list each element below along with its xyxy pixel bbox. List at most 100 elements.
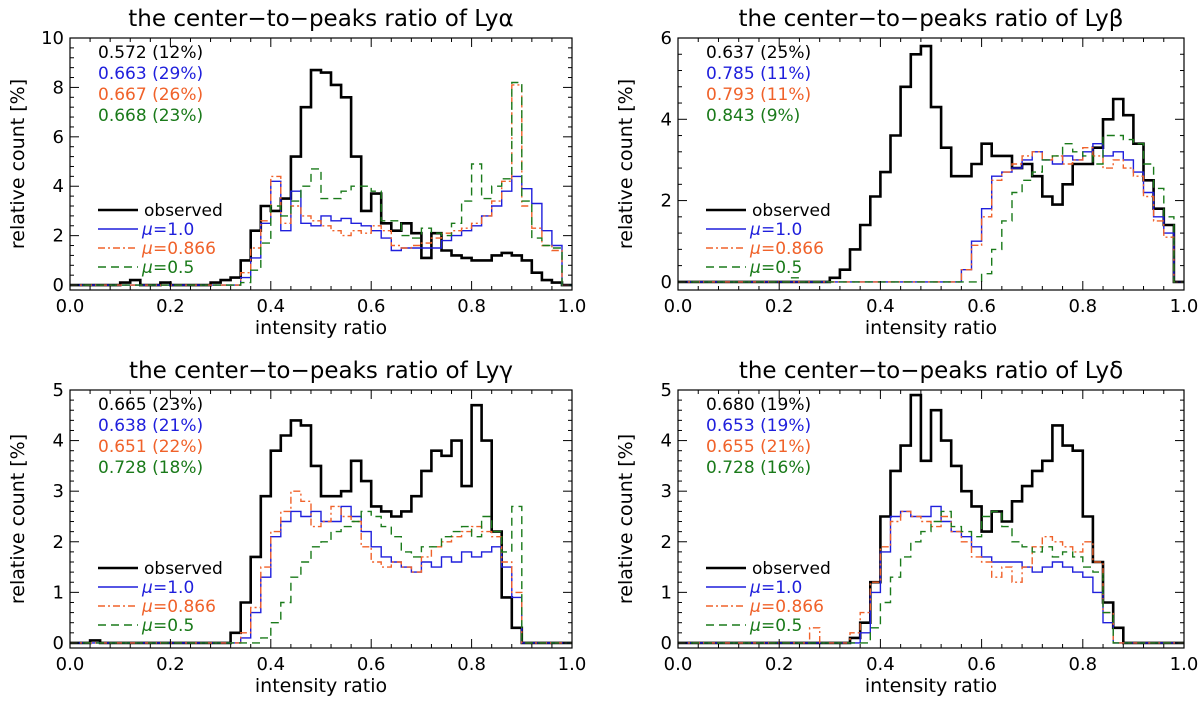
stat-annotation: 0.793 (11%) xyxy=(706,85,811,105)
y-tick-label: 0 xyxy=(53,275,64,296)
legend-mu-symbol: μ xyxy=(141,578,153,598)
x-tick-label: 0.8 xyxy=(457,654,486,675)
y-tick-label: 2 xyxy=(53,532,64,553)
y-tick-label: 2 xyxy=(661,532,672,553)
x-tick-label: 0.2 xyxy=(156,296,185,317)
x-tick-label: 0.0 xyxy=(56,654,85,675)
legend-label: =1.0 xyxy=(761,220,802,240)
legend-label: observed xyxy=(752,559,831,579)
chart-panel-1: the center−to−peaks ratio of Lyα 0.0 0.2 0.… xyxy=(7,6,586,339)
legend-label: =0.866 xyxy=(761,597,824,617)
x-tick-label: 1.0 xyxy=(1170,654,1199,675)
x-tick-label: 0.2 xyxy=(156,654,185,675)
legend-label: observed xyxy=(752,201,831,221)
y-tick-label: 3 xyxy=(53,481,64,502)
x-tick-label: 0.6 xyxy=(967,296,996,317)
stat-annotation: 0.667 (26%) xyxy=(98,85,203,105)
histogram-series-mu-0-5 xyxy=(70,81,572,286)
y-tick-label: 10 xyxy=(41,28,64,49)
chart-panel-2: the center−to−peaks ratio of Lyβ 0.0 0.2 0.… xyxy=(615,6,1198,339)
x-tick-label: 1.0 xyxy=(1170,296,1199,317)
legend-mu-symbol: μ xyxy=(141,239,153,259)
legend-mu-symbol: μ xyxy=(749,239,761,259)
y-tick-label: 3 xyxy=(661,481,672,502)
y-axis-label: relative count [%] xyxy=(7,79,29,249)
x-tick-label: 0.2 xyxy=(765,654,794,675)
x-tick-label: 0.0 xyxy=(56,296,85,317)
y-axis-label: relative count [%] xyxy=(615,434,637,604)
y-tick-label: 6 xyxy=(53,127,64,148)
y-tick-label: 1 xyxy=(661,582,672,603)
histogram-series-mu-0-5 xyxy=(678,134,1184,283)
chart-title: the center−to−peaks ratio of Lyγ xyxy=(129,358,513,384)
x-tick-label: 0.4 xyxy=(866,654,895,675)
x-tick-label: 0.0 xyxy=(664,654,693,675)
legend-label: =0.5 xyxy=(761,616,802,636)
x-tick-label: 0.4 xyxy=(256,654,285,675)
y-tick-label: 6 xyxy=(661,28,672,49)
legend-label: =0.5 xyxy=(153,616,194,636)
stat-annotation: 0.572 (12%) xyxy=(98,43,203,63)
legend-label: =0.866 xyxy=(153,597,216,617)
y-tick-label: 8 xyxy=(53,77,64,98)
stat-annotation: 0.651 (22%) xyxy=(98,437,203,457)
stat-annotation: 0.653 (19%) xyxy=(706,416,811,436)
legend-mu-symbol: μ xyxy=(141,597,153,617)
y-tick-label: 4 xyxy=(53,431,64,452)
y-tick-label: 5 xyxy=(661,380,672,401)
y-axis-label: relative count [%] xyxy=(615,79,637,249)
legend-label: =1.0 xyxy=(153,578,194,598)
histogram-series-mu-0-866 xyxy=(70,84,572,286)
stat-annotation: 0.655 (21%) xyxy=(706,437,811,457)
y-tick-label: 2 xyxy=(53,226,64,247)
legend-mu-symbol: μ xyxy=(749,597,761,617)
plot-frame xyxy=(677,389,1185,649)
histogram-series-mu-0-866 xyxy=(70,490,572,644)
chart-panel-4: the center−to−peaks ratio of Lyδ 0.0 0.2 0.… xyxy=(615,358,1198,697)
histogram-series-mu-0-866 xyxy=(678,147,1184,283)
x-tick-label: 0.4 xyxy=(866,296,895,317)
chart-title: the center−to−peaks ratio of Lyδ xyxy=(739,358,1123,384)
legend-label: =0.866 xyxy=(153,239,216,259)
legend-label: observed xyxy=(144,201,223,221)
y-tick-label: 0 xyxy=(661,633,672,654)
legend-mu-symbol: μ xyxy=(141,220,153,240)
y-tick-label: 1 xyxy=(53,582,64,603)
stat-annotation: 0.663 (29%) xyxy=(98,64,203,84)
chart-panel-3: the center−to−peaks ratio of Lyγ 0.0 0.2 0.… xyxy=(7,358,586,697)
x-axis-label: intensity ratio xyxy=(865,317,997,339)
legend-mu-symbol: μ xyxy=(749,258,761,278)
stat-annotation: 0.728 (16%) xyxy=(706,458,811,478)
y-tick-label: 2 xyxy=(661,191,672,212)
plot-frame xyxy=(69,389,573,649)
y-tick-label: 4 xyxy=(53,176,64,197)
stat-annotation: 0.728 (18%) xyxy=(98,458,203,478)
x-axis-label: intensity ratio xyxy=(865,675,997,697)
legend-label: =1.0 xyxy=(761,578,802,598)
legend-mu-symbol: μ xyxy=(749,616,761,636)
stat-annotation: 0.638 (21%) xyxy=(98,416,203,436)
legend-label: =0.866 xyxy=(761,239,824,259)
y-tick-label: 5 xyxy=(53,380,64,401)
histogram-series-mu-0-5 xyxy=(70,505,572,644)
x-tick-label: 0.6 xyxy=(357,654,386,675)
y-tick-label: 4 xyxy=(661,109,672,130)
x-tick-label: 0.2 xyxy=(765,296,794,317)
plot-frame xyxy=(677,37,1185,291)
legend-mu-symbol: μ xyxy=(749,220,761,240)
x-axis-label: intensity ratio xyxy=(255,675,387,697)
stat-annotation: 0.665 (23%) xyxy=(98,395,203,415)
legend-label: observed xyxy=(144,559,223,579)
x-tick-label: 0.4 xyxy=(256,296,285,317)
legend-mu-symbol: μ xyxy=(749,578,761,598)
x-tick-label: 0.6 xyxy=(357,296,386,317)
x-tick-label: 0.8 xyxy=(457,296,486,317)
legend-mu-symbol: μ xyxy=(141,258,153,278)
stat-annotation: 0.668 (23%) xyxy=(98,106,203,126)
legend-label: =1.0 xyxy=(153,220,194,240)
stat-annotation: 0.785 (11%) xyxy=(706,64,811,84)
x-tick-label: 0.8 xyxy=(1068,654,1097,675)
legend-label: =0.5 xyxy=(761,258,802,278)
x-tick-label: 1.0 xyxy=(558,654,587,675)
